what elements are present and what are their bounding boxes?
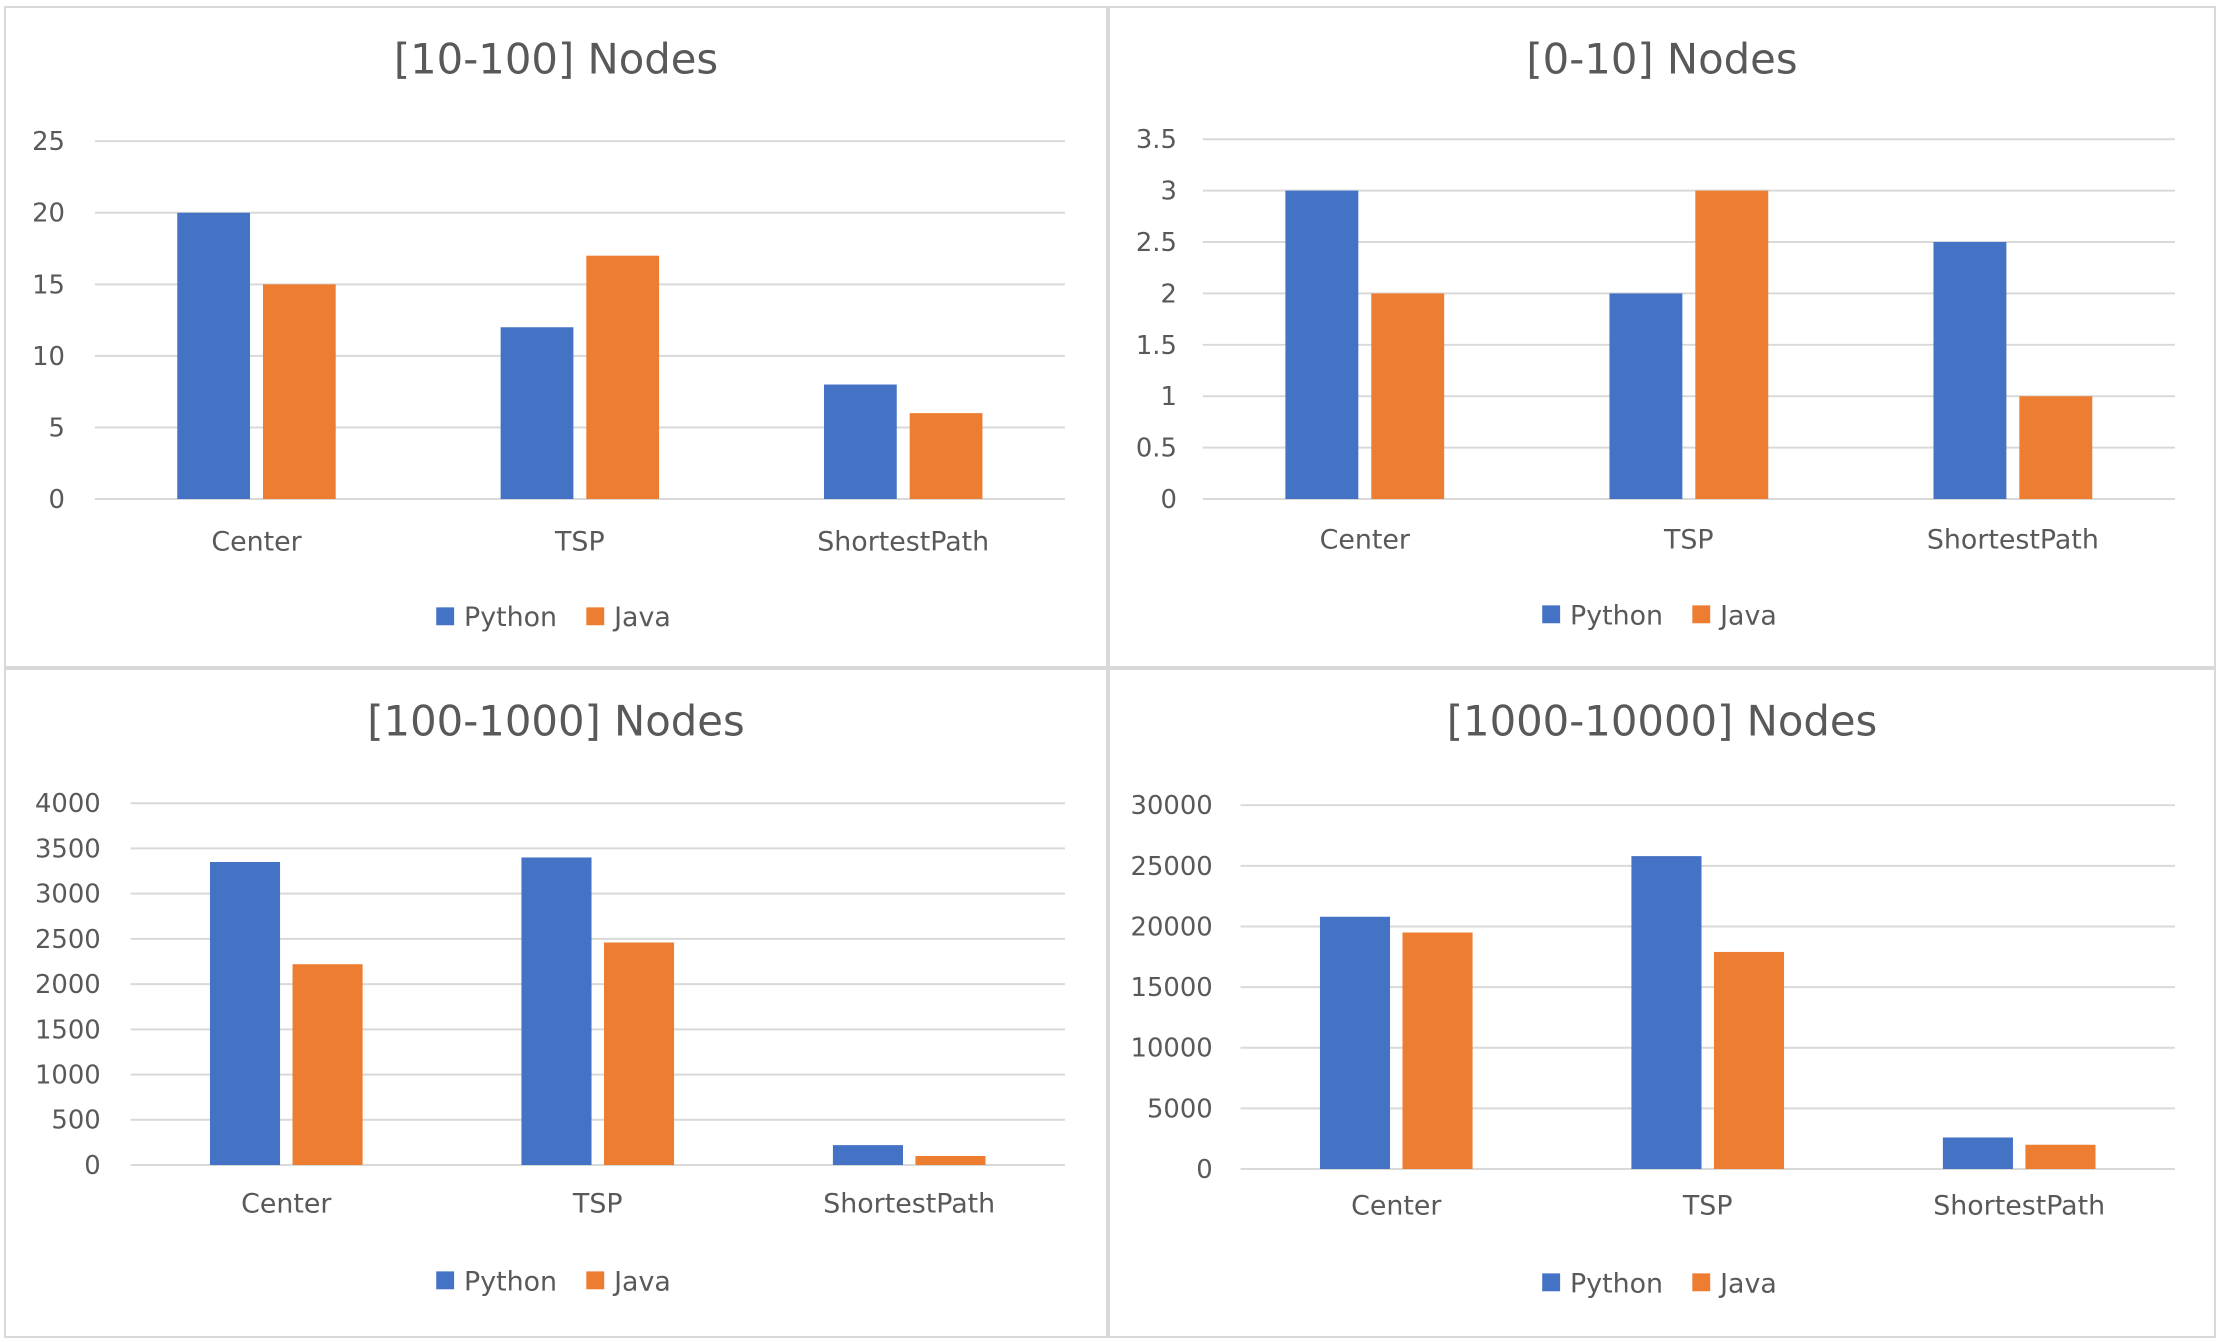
bar-python-center (177, 212, 251, 500)
chart-panel-0-10-nodes: [0-10] Nodes 0 0.5 1 1.5 2 2.5 3 3.5 Center TSP Sho… (1108, 6, 2216, 668)
x-category-label: ShortestPath (823, 1189, 995, 1220)
bar-java-center (292, 964, 363, 1166)
bar-chart: [100-1000] Nodes 0 500 1000 1500 2000 2500 3000… (35, 697, 1065, 1297)
bar-python-tsp (521, 857, 592, 1166)
bar-java-shortestpath (2019, 396, 2093, 500)
bar-python-center (1319, 916, 1391, 1170)
x-category-label: ShortestPath (1933, 1191, 2105, 1222)
x-category-label: Center (211, 527, 302, 558)
legend-label-java: Java (612, 602, 671, 633)
bar-java-shortestpath (909, 413, 983, 500)
y-tick-label: 500 (51, 1106, 100, 1136)
y-tick-label: 2 (1161, 279, 1177, 309)
y-tick-label: 2.5 (1136, 228, 1177, 258)
y-tick-label: 10 (32, 342, 65, 372)
y-tick-label: 30000 (1131, 791, 1213, 821)
legend-swatch-python (1542, 1273, 1561, 1292)
y-tick-label: 1 (1161, 382, 1177, 412)
bar-java-shortestpath (915, 1155, 986, 1166)
legend-label-java: Java (1718, 600, 1777, 631)
bar-java-tsp (1713, 951, 1785, 1170)
legend-label-python: Python (1570, 600, 1663, 631)
y-tick-label: 10000 (1131, 1034, 1213, 1064)
bar-java-center (1371, 293, 1445, 500)
bar-java-center (1402, 932, 1473, 1170)
y-tick-label: 25000 (1131, 852, 1213, 882)
legend-label-python: Python (464, 1266, 557, 1297)
legend-label-python: Python (464, 602, 557, 633)
y-tick-label: 3500 (35, 834, 101, 864)
chart-title: [0-10] Nodes (1526, 35, 1797, 84)
bar-chart: [1000-10000] Nodes 0 5000 10000 15000 20000 25… (1131, 697, 2175, 1299)
y-tick-label: 5 (49, 413, 65, 443)
bar-python-tsp (1631, 856, 1702, 1170)
chart-title: [10-100] Nodes (394, 35, 718, 84)
chart-title: [1000-10000] Nodes (1447, 697, 1878, 746)
legend-label-java: Java (612, 1266, 671, 1297)
x-category-label: Center (1351, 1191, 1442, 1222)
y-tick-label: 25 (32, 127, 65, 157)
legend-label-python: Python (1570, 1268, 1663, 1299)
legend-swatch-java (586, 607, 605, 626)
y-tick-label: 2500 (35, 925, 101, 955)
legend-swatch-python (1542, 605, 1561, 624)
y-tick-label: 1500 (35, 1015, 101, 1045)
bar-python-shortestpath (1942, 1137, 2013, 1170)
x-category-label: TSP (1682, 1191, 1733, 1222)
bar-python-shortestpath (823, 384, 897, 500)
y-tick-label: 3.5 (1136, 125, 1177, 155)
y-tick-label: 2000 (35, 970, 101, 1000)
chart-panel-1000-10000-nodes: [1000-10000] Nodes 0 5000 10000 15000 20000 25… (1108, 668, 2216, 1338)
chart-title: [100-1000] Nodes (367, 697, 744, 746)
y-tick-label: 0 (49, 485, 65, 515)
y-tick-label: 3000 (35, 880, 101, 910)
legend-swatch-java (1692, 1273, 1711, 1292)
y-tick-label: 0.5 (1136, 434, 1177, 464)
y-tick-label: 1000 (35, 1061, 101, 1091)
bar-java-shortestpath (2025, 1144, 2096, 1170)
y-tick-label: 15000 (1131, 973, 1213, 1003)
x-category-label: TSP (1663, 525, 1714, 556)
bar-python-shortestpath (1933, 242, 2007, 500)
x-category-label: Center (1320, 525, 1411, 556)
y-tick-label: 1.5 (1136, 331, 1177, 361)
bar-java-tsp (603, 942, 675, 1166)
chart-panel-10-100-nodes: [10-100] Nodes 0 5 10 15 20 25 Center TSP Shortes… (4, 6, 1108, 668)
x-category-label: TSP (572, 1189, 623, 1220)
bar-python-center (209, 861, 281, 1166)
bar-python-tsp (1609, 293, 1683, 500)
y-tick-label: 3 (1161, 177, 1177, 207)
legend-swatch-java (586, 1271, 605, 1290)
bar-java-center (262, 284, 336, 500)
y-tick-label: 15 (32, 270, 65, 300)
chart-panel-100-1000-nodes: [100-1000] Nodes 0 500 1000 1500 2000 2500 3000… (4, 668, 1108, 1338)
y-tick-label: 4000 (35, 789, 101, 819)
legend-label-java: Java (1718, 1268, 1777, 1299)
legend-swatch-python (436, 1271, 455, 1290)
y-tick-label: 0 (84, 1151, 100, 1181)
y-tick-label: 5000 (1147, 1094, 1213, 1124)
y-tick-label: 20000 (1131, 912, 1213, 942)
y-tick-label: 0 (1161, 485, 1177, 515)
bar-chart: [10-100] Nodes 0 5 10 15 20 25 Center TSP Shortes… (32, 35, 1065, 633)
y-tick-label: 20 (32, 199, 65, 229)
legend-swatch-python (436, 607, 455, 626)
bar-chart: [0-10] Nodes 0 0.5 1 1.5 2 2.5 3 3.5 Center TSP Sho… (1136, 35, 2175, 631)
bar-java-tsp (1695, 190, 1769, 500)
bar-java-tsp (586, 255, 660, 500)
legend-swatch-java (1692, 605, 1711, 624)
y-tick-label: 0 (1196, 1155, 1212, 1185)
bar-python-tsp (500, 327, 574, 500)
bar-python-center (1285, 190, 1359, 500)
x-category-label: TSP (554, 527, 605, 558)
bar-python-shortestpath (832, 1145, 903, 1166)
x-category-label: ShortestPath (817, 527, 989, 558)
x-category-label: Center (241, 1189, 332, 1220)
x-category-label: ShortestPath (1927, 525, 2099, 556)
